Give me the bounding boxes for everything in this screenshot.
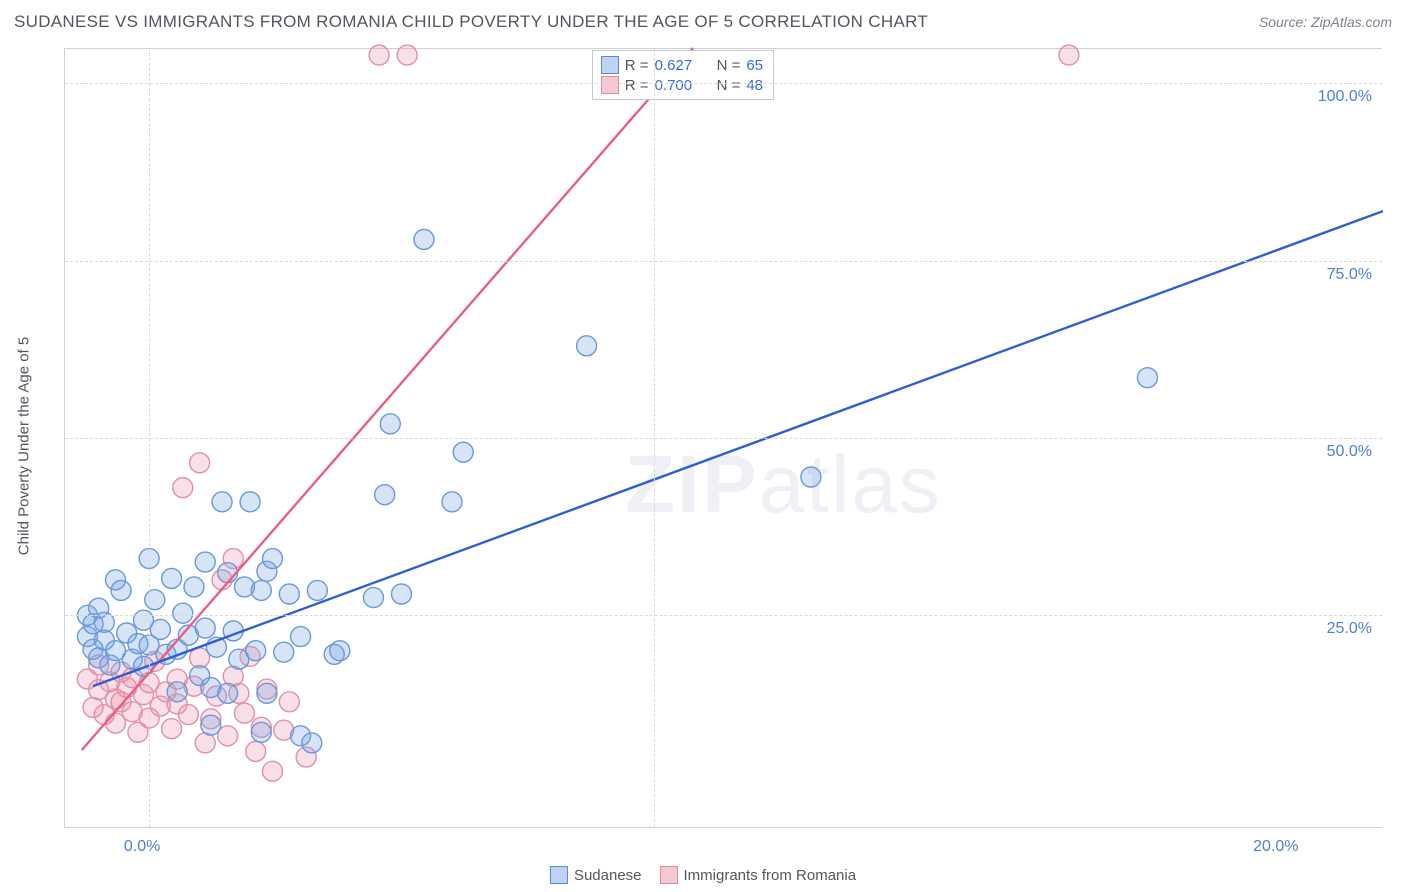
data-point-sudanese (167, 682, 187, 702)
data-point-sudanese (150, 619, 170, 639)
chart-header: SUDANESE VS IMMIGRANTS FROM ROMANIA CHIL… (14, 12, 1392, 32)
legend-r-value: 0.700 (655, 77, 711, 94)
data-point-sudanese (274, 642, 294, 662)
data-point-romania (1059, 45, 1079, 65)
y-axis-label: Child Poverty Under the Age of 5 (16, 337, 33, 555)
data-point-sudanese (218, 683, 238, 703)
data-point-sudanese (453, 442, 473, 462)
data-point-sudanese (145, 590, 165, 610)
legend-r-value: 0.627 (655, 57, 711, 74)
legend-r-label: R = (625, 77, 649, 94)
y-tick-label: 100.0% (1318, 88, 1372, 106)
gridline-v (654, 48, 655, 827)
series-legend-label: Sudanese (574, 867, 642, 884)
x-tick-label: 0.0% (124, 838, 160, 856)
data-point-sudanese (1137, 368, 1157, 388)
data-point-romania (234, 703, 254, 723)
data-point-sudanese (330, 641, 350, 661)
legend-n-value: 48 (746, 77, 763, 94)
legend-n-value: 65 (746, 57, 763, 74)
data-point-sudanese (195, 552, 215, 572)
y-tick-label: 75.0% (1327, 266, 1372, 284)
data-point-romania (162, 719, 182, 739)
data-point-romania (369, 45, 389, 65)
data-point-sudanese (251, 722, 271, 742)
x-tick-label: 20.0% (1253, 838, 1298, 856)
legend-r-label: R = (625, 57, 649, 74)
data-point-sudanese (111, 580, 131, 600)
data-point-sudanese (291, 627, 311, 647)
data-point-sudanese (251, 580, 271, 600)
gridline-h (65, 261, 1382, 262)
trendline-romania (82, 48, 693, 750)
data-point-sudanese (162, 568, 182, 588)
stats-legend: R = 0.627 N = 65 R = 0.700 N = 48 (592, 50, 774, 100)
chart-source: Source: ZipAtlas.com (1259, 14, 1392, 30)
data-point-romania (246, 741, 266, 761)
data-point-sudanese (380, 414, 400, 434)
data-point-sudanese (801, 467, 821, 487)
data-point-sudanese (375, 485, 395, 505)
data-point-romania (190, 453, 210, 473)
data-point-sudanese (257, 683, 277, 703)
data-point-sudanese (240, 492, 260, 512)
stats-legend-row: R = 0.700 N = 48 (601, 75, 763, 95)
legend-swatch (601, 76, 619, 94)
data-point-sudanese (577, 336, 597, 356)
series-legend-item: Sudanese (550, 866, 642, 884)
data-point-romania (173, 478, 193, 498)
data-point-sudanese (201, 715, 221, 735)
gridline-v (149, 48, 150, 827)
data-point-sudanese (363, 588, 383, 608)
data-point-sudanese (307, 580, 327, 600)
data-point-sudanese (442, 492, 462, 512)
data-point-sudanese (173, 603, 193, 623)
data-point-sudanese (195, 618, 215, 638)
data-point-sudanese (414, 229, 434, 249)
data-point-sudanese (279, 584, 299, 604)
data-point-sudanese (184, 577, 204, 597)
series-legend-label: Immigrants from Romania (684, 867, 857, 884)
stats-legend-row: R = 0.627 N = 65 (601, 55, 763, 75)
chart-title: SUDANESE VS IMMIGRANTS FROM ROMANIA CHIL… (14, 12, 928, 32)
data-point-sudanese (392, 584, 412, 604)
data-point-romania (263, 761, 283, 781)
legend-swatch (601, 56, 619, 74)
data-point-romania (178, 705, 198, 725)
data-point-romania (195, 733, 215, 753)
data-point-romania (397, 45, 417, 65)
legend-n-label: N = (717, 77, 741, 94)
gridline-h (65, 438, 1382, 439)
data-point-sudanese (212, 492, 232, 512)
series-legend-item: Immigrants from Romania (660, 866, 857, 884)
plot-area: ZIPatlas R =0.627N =65R =0.700N =48 25.0… (64, 48, 1382, 828)
data-point-romania (279, 692, 299, 712)
gridline-h (65, 83, 1382, 84)
data-point-sudanese (246, 641, 266, 661)
legend-swatch (660, 866, 678, 884)
data-point-sudanese (263, 549, 283, 569)
y-tick-label: 25.0% (1327, 620, 1372, 638)
series-legend: Sudanese Immigrants from Romania (550, 866, 856, 884)
legend-swatch (550, 866, 568, 884)
y-tick-label: 50.0% (1327, 443, 1372, 461)
gridline-h (65, 615, 1382, 616)
data-point-romania (105, 713, 125, 733)
data-point-sudanese (302, 733, 322, 753)
legend-n-label: N = (717, 57, 741, 74)
